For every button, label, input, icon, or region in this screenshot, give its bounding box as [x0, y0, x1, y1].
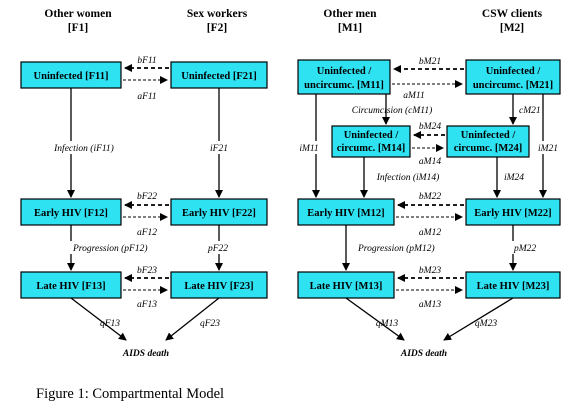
- box-m11-label-line1: Uninfected /: [317, 66, 373, 77]
- label-aM12: aM12: [419, 228, 441, 238]
- header-other-women: Other women: [44, 8, 112, 20]
- box-f21: [170, 61, 268, 89]
- box-f11: [20, 61, 122, 89]
- box-f22: [170, 198, 268, 226]
- label-bM21: bM21: [419, 57, 441, 67]
- label-bM23: bM23: [419, 266, 441, 276]
- label-pF22: pF22: [207, 244, 228, 254]
- label-iF21: iF21: [210, 144, 228, 154]
- label-qM13: qM13: [376, 319, 398, 329]
- label-pM22: pM22: [513, 244, 536, 254]
- box-m24: [446, 125, 530, 158]
- label-qF13: qF13: [100, 319, 120, 329]
- arrow-qM13: [345, 297, 405, 341]
- label-iM21: iM21: [538, 144, 558, 154]
- box-m11: [297, 59, 391, 95]
- label-bg-pF22: [206, 241, 234, 254]
- box-m24-label-line1: Uninfected /: [461, 130, 517, 141]
- box-f12-label: Early HIV [F12]: [34, 208, 108, 219]
- arrow-qF23: [165, 297, 220, 341]
- arrow-qM23: [443, 297, 514, 341]
- label-aM11: aM11: [403, 91, 424, 101]
- box-m14: [331, 125, 411, 158]
- label-qF23: qF23: [200, 319, 220, 329]
- label-aF13: aF13: [137, 300, 157, 310]
- label-bF23: bF23: [137, 266, 157, 276]
- box-m11-label-line2: uncircumc. [M11]: [304, 80, 384, 91]
- header-csw-clients: CSW clients: [482, 8, 543, 20]
- label-bM22: bM22: [419, 192, 441, 202]
- box-f23: [170, 271, 268, 299]
- label-cM21: cM21: [519, 106, 541, 116]
- label-qM23: qM23: [475, 319, 497, 329]
- label-iM24: iM24: [504, 173, 524, 183]
- label-circumcision-cM11: Circumcision (cM11): [352, 105, 432, 116]
- label-bM24: bM24: [419, 122, 441, 132]
- label-progression-pF12: Progression (pF12): [72, 243, 148, 254]
- box-m14-label-line1: Uninfected /: [344, 130, 400, 141]
- box-m21-label-line2: uncircumc. [M21]: [473, 80, 553, 91]
- label-aM14: aM14: [419, 157, 441, 167]
- box-m12-label: Early HIV [M12]: [307, 208, 384, 219]
- box-m22: [465, 198, 561, 226]
- label-bg-iF21: [206, 141, 232, 154]
- box-m12: [297, 198, 395, 226]
- header-other-women-code: [F1]: [68, 22, 88, 34]
- box-f11-label: Uninfected [F11]: [34, 71, 109, 82]
- label-bg-pF12: [70, 241, 162, 254]
- header-csw-clients-code: [M2]: [500, 22, 524, 34]
- box-f21-label: Uninfected [F21]: [181, 71, 257, 82]
- label-bg-pM12: [356, 241, 450, 254]
- box-m14-label-line2: circumc. [M14]: [337, 143, 406, 154]
- arrow-qF13: [70, 297, 127, 341]
- label-aM13: aM13: [419, 300, 441, 310]
- figure-caption: Figure 1: Compartmental Model: [36, 386, 225, 402]
- box-m24-label-line2: circumc. [M24]: [454, 143, 523, 154]
- label-iM11: iM11: [299, 144, 318, 154]
- box-m13-label: Late HIV [M13]: [310, 281, 383, 292]
- box-m21-label-line1: Uninfected /: [486, 66, 542, 77]
- box-f22-label: Early HIV [F22]: [182, 208, 256, 219]
- label-bg-iM21: [532, 141, 560, 154]
- box-f13-label: Late HIV [F13]: [36, 281, 105, 292]
- box-m23-label: Late HIV [M23]: [477, 281, 550, 292]
- label-bF22: bF22: [137, 192, 157, 202]
- label-bg-pM22: [512, 241, 542, 254]
- label-aF11: aF11: [137, 92, 156, 102]
- box-m13: [297, 271, 395, 299]
- label-aF12: aF12: [137, 228, 157, 238]
- box-m22-label: Early HIV [M22]: [474, 208, 551, 219]
- label-infection-iF11: Infection (iF11): [53, 143, 114, 154]
- label-aids-death-men: AIDS death: [400, 349, 447, 359]
- header-sex-workers: Sex workers: [187, 8, 248, 20]
- label-bF11: bF11: [137, 56, 156, 66]
- header-other-men-code: [M1]: [338, 22, 362, 34]
- box-m21: [465, 59, 561, 95]
- header-sex-workers-code: [F2]: [207, 22, 227, 34]
- header-other-men: Other men: [323, 8, 377, 20]
- label-infection-iM14: Infection (iM14): [376, 172, 440, 183]
- label-bg-iM11: [294, 141, 324, 154]
- box-f23-label: Late HIV [F23]: [184, 281, 253, 292]
- label-bg-iF11: [44, 141, 126, 154]
- label-progression-pM12: Progression (pM12): [357, 243, 435, 254]
- label-aids-death-women: AIDS death: [122, 349, 169, 359]
